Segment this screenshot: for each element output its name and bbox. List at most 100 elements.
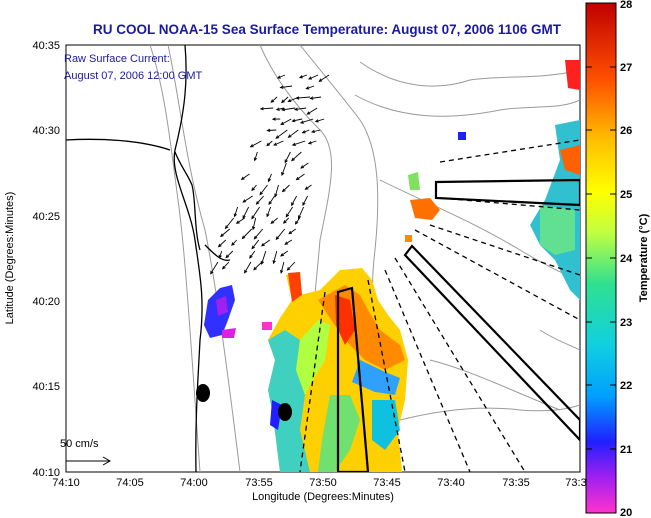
- current-vector: [284, 151, 291, 163]
- current-vector-head: [253, 157, 258, 162]
- current-vector-head: [219, 233, 224, 238]
- x-tick-label: 73:40: [437, 477, 465, 489]
- coastline: [66, 45, 231, 472]
- current-vector-head: [298, 75, 303, 79]
- current-vector: [296, 173, 305, 181]
- current-vector-head: [291, 202, 295, 207]
- current-vector: [266, 140, 273, 146]
- current-vector: [302, 195, 308, 206]
- current-vector: [319, 74, 330, 82]
- current-vector: [218, 250, 223, 258]
- current-vector-head: [217, 243, 222, 248]
- current-scale: 50 cm/s: [60, 438, 112, 466]
- current-scale-label: 50 cm/s: [60, 438, 99, 450]
- current-vector: [288, 129, 299, 138]
- sampling-transects: [299, 139, 580, 472]
- colorbar-tick: 20: [620, 507, 632, 518]
- current-vector: [244, 261, 252, 274]
- current-vector: [280, 250, 289, 257]
- current-vector-head: [308, 76, 313, 80]
- x-axis-label: Longitude (Degrees:Minutes): [252, 491, 394, 503]
- current-vector-head: [302, 202, 306, 206]
- y-tick-label: 40:10: [32, 467, 60, 479]
- current-vector-head: [299, 120, 304, 124]
- colorbar-tick: 23: [620, 317, 632, 329]
- current-vector: [292, 118, 303, 122]
- current-vector-head: [253, 235, 258, 240]
- current-vector: [305, 184, 312, 190]
- x-tick-label: 74:10: [52, 477, 80, 489]
- current-vector: [306, 85, 315, 90]
- current-vector: [242, 206, 250, 219]
- current-vector-head: [304, 186, 309, 190]
- current-vector-head: [273, 142, 278, 146]
- current-vector: [277, 74, 286, 79]
- current-vector-head: [300, 165, 304, 169]
- current-vector-head: [218, 254, 222, 259]
- current-vector: [236, 217, 245, 224]
- current-vector: [291, 151, 302, 161]
- current-vector: [267, 173, 272, 182]
- current-vector: [302, 129, 310, 134]
- current-vector: [241, 173, 250, 180]
- current-vector: [242, 228, 253, 239]
- colorbar-label: Temperature (°C): [638, 213, 650, 302]
- colorbar-tick: 24: [620, 253, 633, 265]
- current-vector: [299, 74, 308, 79]
- current-vector: [261, 239, 271, 247]
- current-label: Raw Surface Current:: [64, 53, 170, 65]
- current-vector-head: [281, 172, 285, 177]
- x-ticks: 74:10 74:05 74:00 73:55 73:50 73:45 73:4…: [52, 477, 586, 489]
- current-vector: [251, 239, 260, 249]
- current-vector-head: [251, 215, 255, 220]
- current-vector: [285, 206, 293, 217]
- current-vector-head: [287, 98, 292, 103]
- current-vector-head: [270, 99, 275, 103]
- current-vector: [270, 96, 278, 103]
- current-vector-head: [291, 118, 296, 123]
- current-vector: [254, 228, 264, 240]
- x-tick-label: 74:05: [116, 477, 144, 489]
- current-vector-head: [284, 241, 289, 245]
- current-vector: [261, 250, 267, 265]
- current-vector: [280, 261, 285, 274]
- x-tick-label: 74:00: [180, 477, 208, 489]
- current-vector-head: [310, 129, 315, 134]
- current-vector-head: [259, 107, 264, 111]
- current-vector: [307, 107, 318, 115]
- current-vector: [251, 184, 257, 191]
- current-vector-head: [291, 157, 295, 162]
- sst-patch-northeast: [405, 60, 580, 300]
- current-vector-head: [307, 141, 312, 145]
- current-vector: [249, 250, 256, 259]
- current-vector-head: [297, 215, 302, 220]
- current-vector: [280, 118, 292, 125]
- current-vector: [310, 96, 322, 99]
- current-vector-head: [305, 86, 310, 90]
- current-vector-head: [221, 265, 226, 270]
- current-vector: [280, 85, 293, 89]
- current-vector: [254, 151, 258, 161]
- current-vector-head: [280, 269, 284, 274]
- current-vector-head: [295, 96, 300, 100]
- current-vector-head: [224, 225, 229, 230]
- current-vector: [220, 228, 230, 237]
- current-vector: [311, 129, 321, 133]
- current-vector-head: [275, 107, 280, 111]
- current-vector-head: [318, 78, 323, 82]
- current-vector: [210, 261, 219, 274]
- current-vector-head: [275, 236, 280, 241]
- marker-dots: [196, 384, 292, 421]
- current-vector-head: [251, 226, 256, 231]
- dashed-transects: [299, 139, 580, 472]
- colorbar-tick: 28: [620, 0, 632, 11]
- current-vector-head: [242, 199, 247, 203]
- current-vector: [284, 239, 293, 245]
- current-vector: [308, 74, 319, 80]
- current-vector-head: [241, 235, 246, 240]
- current-vector-head: [309, 96, 314, 100]
- current-vector: [274, 184, 279, 197]
- current-vector-head: [249, 254, 253, 259]
- current-vector-head: [293, 107, 299, 111]
- current-vector-head: [267, 178, 271, 183]
